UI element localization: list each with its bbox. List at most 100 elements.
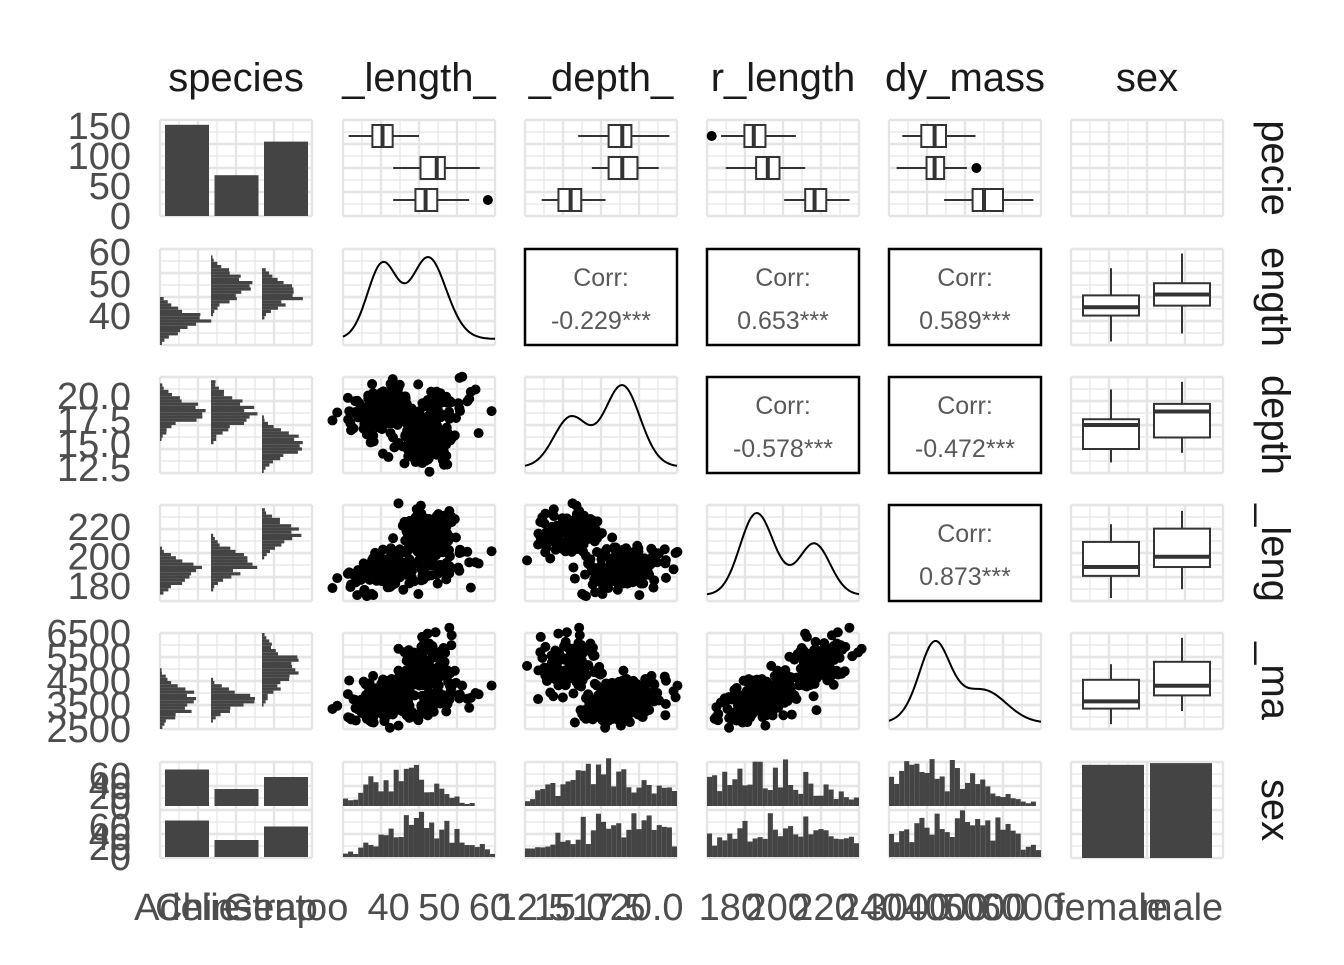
y-tick-label-bill_depth_mm: 20.0: [57, 376, 131, 418]
hist-bar-Gentoo: [262, 441, 303, 445]
point: [453, 689, 464, 700]
hist-bar-Gentoo: [262, 658, 299, 662]
y-tick-label-sex: 60: [89, 807, 131, 849]
hist-bar-Chinstrap: [211, 697, 255, 701]
panel-bill_length_mm-sex: [1082, 253, 1211, 342]
hist-bar-Gentoo: [262, 661, 292, 665]
hist-bar-female: [924, 772, 930, 806]
point: [568, 688, 579, 699]
hist-bar-female: [408, 767, 414, 806]
point: [577, 588, 588, 599]
point: [571, 666, 582, 677]
panel-bill_length_mm-flipper_length_mm-box: [705, 247, 861, 347]
point: [462, 693, 473, 704]
point: [344, 675, 355, 686]
row-strip-label-sex: sex: [1253, 779, 1297, 841]
point: [810, 636, 821, 647]
hist-bar-Adelie: [160, 389, 169, 393]
point: [437, 547, 448, 558]
hist-bar-Adelie: [160, 700, 194, 704]
y-tick-label-body_mass_g: 5500: [46, 637, 131, 679]
hist-bar-Chinstrap: [211, 261, 218, 265]
point: [648, 582, 659, 593]
panel-bill_length_mm-bill_depth_mm-box: [523, 247, 679, 347]
column-strip-label-bill_length_mm: _length_: [341, 56, 496, 100]
hist-bar-female: [343, 798, 349, 806]
hist-bar-female: [631, 792, 637, 806]
hist-bar-female: [413, 764, 419, 806]
point: [801, 631, 812, 642]
point: [819, 642, 830, 653]
hist-bar-Gentoo: [262, 690, 274, 694]
panel-bill_depth_mm-bill_length_mm: [327, 371, 497, 477]
point: [569, 573, 580, 584]
hist-bar-male: [848, 836, 854, 857]
point: [465, 582, 476, 593]
hist-bar-female: [601, 774, 607, 806]
hist-bar-Chinstrap: [211, 690, 235, 694]
point: [782, 677, 793, 688]
hist-bar-male: [378, 834, 384, 857]
point: [413, 516, 424, 527]
hist-bar-Adelie: [160, 578, 185, 582]
point: [420, 524, 431, 535]
point: [826, 630, 837, 641]
hist-bar-female: [707, 776, 713, 806]
hist-bar-male: [1005, 823, 1011, 857]
point: [800, 647, 811, 658]
point: [597, 589, 608, 600]
point: [350, 569, 361, 580]
x-tick-label-body_mass_g: 6000: [980, 887, 1065, 929]
hist-bar-male: [717, 837, 723, 857]
hist-bar-Gentoo: [262, 469, 264, 473]
point: [428, 424, 439, 435]
hist-bar-male: [788, 826, 794, 857]
hist-bar-male: [752, 838, 758, 857]
hist-bar-male: [747, 841, 753, 857]
hist-bar-female: [965, 782, 971, 806]
point: [622, 578, 633, 589]
point: [350, 703, 361, 714]
hist-bar-Chinstrap: [211, 255, 213, 259]
point: [360, 679, 371, 690]
point: [413, 379, 424, 390]
point: [575, 705, 586, 716]
point: [441, 706, 452, 717]
point: [748, 706, 759, 717]
point: [428, 528, 439, 539]
hist-bar-male: [646, 815, 652, 857]
hist-bar-Adelie: [160, 671, 162, 675]
point: [387, 709, 398, 720]
hist-bar-Gentoo: [262, 463, 270, 467]
hist-bar-male: [363, 842, 369, 857]
hist-bar-female: [798, 793, 804, 806]
hist-bar-Adelie: [160, 393, 172, 397]
hist-bar-Gentoo: [262, 457, 281, 461]
x-tick-label-bill_length_mm: 60: [469, 887, 511, 929]
x-tick-label-flipper_length_mm: 180: [699, 887, 762, 929]
hist-bar-male: [985, 820, 991, 857]
point: [672, 680, 683, 691]
point: [424, 466, 435, 477]
point: [605, 694, 616, 705]
hist-bar-Gentoo: [262, 268, 266, 272]
point: [586, 533, 597, 544]
hist-bar-Adelie: [160, 322, 197, 326]
point: [553, 537, 564, 548]
hist-bar-male: [651, 829, 657, 857]
x-tick-label-bill_depth_mm: 15.0: [534, 887, 608, 929]
hist-bar-female: [429, 792, 435, 806]
hist-bar-Adelie: [160, 329, 181, 333]
hist-bar-female: [383, 780, 389, 806]
hist-bar-male: [767, 813, 773, 857]
hist-bar-male: [970, 825, 976, 857]
hist-bar-male: [368, 844, 374, 857]
hist-bar-female: [661, 787, 667, 806]
hist-bar-female: [671, 791, 677, 806]
hist-bar-female: [975, 784, 981, 806]
hist-bar-Chinstrap: [211, 386, 219, 390]
y-tick-label-sex: 40: [89, 766, 131, 808]
hist-bar-male: [636, 829, 642, 857]
hist-bar-female: [363, 784, 369, 806]
point: [433, 537, 444, 548]
